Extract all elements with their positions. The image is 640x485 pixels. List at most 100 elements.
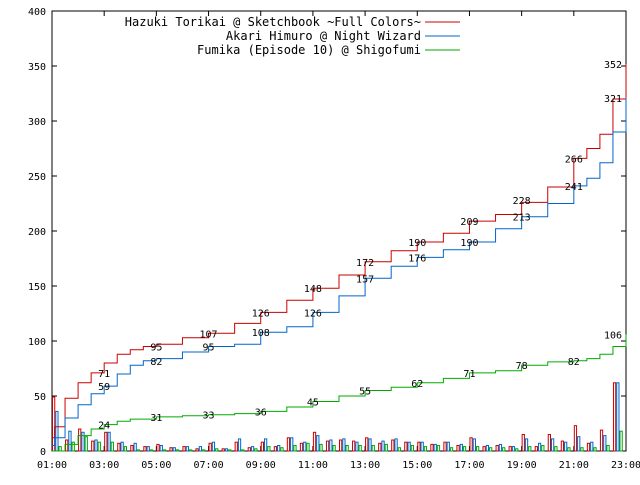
bar-1 (560, 440, 565, 452)
bar-3 (149, 449, 154, 452)
bar-3 (319, 443, 323, 452)
bar-2 (420, 441, 424, 452)
bar-2 (316, 435, 320, 452)
bar-3 (267, 446, 271, 452)
bar-3 (502, 447, 506, 452)
bar-1 (65, 439, 69, 452)
x-tick-label: 07:00 (193, 460, 223, 471)
bar-1 (182, 446, 186, 452)
bar-1 (586, 442, 591, 452)
bar-1 (156, 443, 160, 452)
bar-1 (273, 446, 278, 452)
bar-3 (71, 441, 75, 452)
bar-3 (280, 447, 284, 452)
bar-1 (91, 440, 95, 452)
bar-1 (417, 441, 421, 452)
bar-3 (528, 446, 532, 452)
y-tick-label: 250 (28, 172, 46, 183)
bar-3 (162, 449, 167, 452)
data-label: 126 (304, 308, 322, 319)
bar-2 (290, 437, 294, 452)
data-label: 190 (460, 238, 478, 249)
data-label: 157 (356, 274, 374, 285)
x-tick-label: 11:00 (298, 460, 328, 471)
x-tick-label: 05:00 (141, 460, 171, 471)
bar-3 (554, 446, 558, 452)
bar-1 (234, 441, 238, 452)
bar-2 (524, 438, 529, 452)
bar-3 (397, 447, 401, 452)
bar-3 (410, 445, 415, 452)
data-label: 172 (356, 258, 374, 269)
bar-2 (472, 438, 476, 452)
bar-3 (358, 445, 362, 452)
bar-1 (430, 443, 434, 452)
y-tick-label: 0 (40, 447, 46, 458)
bar-1 (404, 441, 408, 452)
data-label: 176 (408, 253, 426, 264)
bar-2 (381, 440, 385, 452)
data-label: 108 (252, 328, 270, 339)
data-label: 95 (150, 343, 162, 354)
bar-2 (616, 382, 620, 452)
bar-2 (198, 446, 203, 452)
bar-3 (136, 449, 141, 452)
bar-1 (260, 441, 264, 452)
bar-3 (110, 441, 114, 452)
data-label: 31 (150, 413, 162, 424)
bar-3 (97, 441, 101, 452)
bar-2 (446, 441, 450, 452)
bar-2 (81, 431, 85, 452)
data-label: 213 (513, 213, 531, 224)
bar-3 (215, 448, 219, 452)
bar-2 (237, 438, 242, 452)
bar-2 (133, 442, 137, 452)
data-label: 71 (463, 369, 475, 380)
bar-3 (580, 447, 584, 452)
data-label: 190 (408, 238, 426, 249)
data-label: 148 (304, 284, 322, 295)
bar-3 (423, 446, 428, 452)
x-tick-label: 21:00 (559, 460, 589, 471)
bar-2 (94, 439, 98, 452)
bar-2 (485, 445, 490, 452)
bar-2 (68, 430, 72, 452)
data-label: 33 (203, 411, 215, 422)
bar-2 (498, 443, 503, 452)
bar-2 (55, 410, 59, 452)
bar-1 (573, 425, 578, 452)
bar-1 (143, 446, 147, 452)
bar-2 (120, 441, 124, 452)
bar-1 (339, 439, 343, 452)
bar-2 (394, 438, 398, 452)
data-label: 45 (307, 398, 319, 409)
data-label: 82 (150, 357, 162, 368)
bar-1 (352, 440, 356, 452)
bar-2 (329, 439, 333, 452)
bar-2 (146, 446, 150, 452)
data-label: 107 (200, 329, 218, 340)
plot-frame (51, 10, 627, 452)
bar-3 (175, 449, 180, 452)
bar-1 (221, 448, 225, 452)
bar-3 (449, 447, 454, 452)
bar-3 (475, 446, 480, 452)
bar-1 (378, 442, 382, 452)
series-line-1 (52, 63, 627, 439)
bar-1 (104, 431, 108, 452)
bar-1 (443, 441, 447, 452)
bar-3 (202, 449, 206, 452)
bar-2 (590, 441, 594, 452)
bar-3 (593, 447, 597, 452)
bar-1 (78, 428, 82, 452)
y-tick-label: 350 (28, 62, 46, 73)
bar-3 (188, 449, 193, 452)
data-label: 321 (604, 94, 622, 105)
bar-2 (564, 441, 568, 452)
bar-1 (534, 446, 538, 452)
y-tick-label: 150 (28, 282, 46, 293)
data-label: 209 (460, 217, 478, 228)
bar-1 (391, 439, 395, 452)
